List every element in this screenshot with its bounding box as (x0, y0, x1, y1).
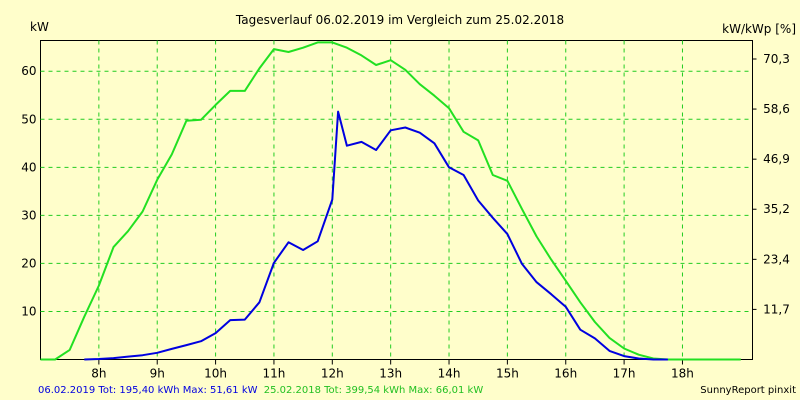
plot-area (40, 40, 753, 360)
series-line (84, 110, 668, 361)
y-tick-label: 30 (21, 208, 36, 222)
x-tick-label: 11h (263, 367, 286, 381)
series-line (40, 41, 741, 361)
x-tick-label: 9h (150, 367, 165, 381)
ticks: 8h 9h 10h 11h 12h 13h 14h 15h 16h 17h 18h 10 20 30 40 5… (21, 52, 790, 381)
footer-brand: SunnyReport pinxit (700, 385, 796, 396)
y-tick-label: 40 (21, 160, 36, 174)
y-tick-label: 60 (21, 64, 36, 78)
grid (40, 40, 753, 360)
y-tick-label: 10 (21, 304, 36, 318)
x-tick-label: 18h (671, 367, 694, 381)
chart-title: Tagesverlauf 06.02.2019 im Vergleich zum… (235, 13, 564, 27)
y2-tick-label: 35,2 (763, 202, 790, 216)
y2-tick-label: 11,7 (763, 302, 790, 316)
series-group (40, 41, 741, 361)
y-axis-right-label: kW/kWp [%] (722, 22, 796, 36)
x-tick-label: 12h (321, 367, 344, 381)
x-tick-label: 14h (438, 367, 461, 381)
y-tick-label: 20 (21, 256, 36, 270)
legend-green: 25.02.2018 Tot: 399,54 kWh Max: 66,01 kW (264, 385, 484, 396)
footer-legend: 06.02.2019 Tot: 195,40 kWh Max: 51,61 kW… (38, 385, 483, 396)
y2-tick-label: 23,4 (763, 252, 790, 266)
x-tick-label: 17h (613, 367, 636, 381)
x-tick-label: 15h (496, 367, 519, 381)
x-tick-label: 16h (554, 367, 577, 381)
x-tick-label: 10h (204, 367, 227, 381)
y2-tick-label: 70,3 (763, 52, 790, 66)
legend-blue: 06.02.2019 Tot: 195,40 kWh Max: 51,61 kW (38, 385, 258, 396)
y2-tick-label: 58,6 (763, 102, 790, 116)
x-tick-label: 13h (379, 367, 402, 381)
y-tick-label: 50 (21, 112, 36, 126)
x-tick-label: 8h (91, 367, 106, 381)
y2-tick-label: 46,9 (763, 152, 790, 166)
y-axis-left-label: kW (30, 20, 49, 34)
